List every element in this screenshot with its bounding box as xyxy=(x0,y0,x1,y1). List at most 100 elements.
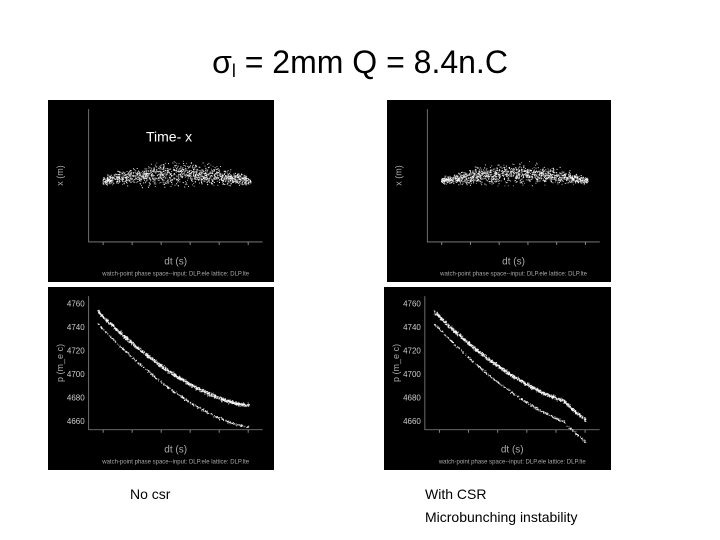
dot xyxy=(568,172,570,174)
dot xyxy=(164,183,166,185)
dot xyxy=(128,176,130,178)
dot xyxy=(496,176,497,178)
dot xyxy=(204,392,206,394)
dot xyxy=(162,176,164,178)
dot xyxy=(150,358,152,360)
dot xyxy=(180,175,182,177)
dot xyxy=(161,365,163,367)
dot xyxy=(510,169,511,171)
dot xyxy=(465,179,467,181)
dot xyxy=(136,171,138,173)
dot xyxy=(131,173,133,175)
dot xyxy=(102,179,104,180)
dot xyxy=(505,174,507,176)
dot xyxy=(535,175,537,177)
dot xyxy=(501,170,503,172)
dot xyxy=(449,339,451,341)
dot xyxy=(494,171,496,173)
dot xyxy=(173,392,175,394)
dot xyxy=(154,359,155,360)
dot xyxy=(554,176,555,178)
dot xyxy=(527,179,529,181)
dot xyxy=(575,182,577,184)
dot xyxy=(520,172,522,174)
dot xyxy=(221,401,223,403)
dot xyxy=(224,400,226,402)
dot xyxy=(206,391,208,393)
dot xyxy=(118,171,120,173)
dot xyxy=(583,417,585,419)
dot xyxy=(139,363,141,365)
dot xyxy=(555,419,557,421)
dot xyxy=(106,319,108,320)
dot xyxy=(179,181,181,183)
dot xyxy=(557,181,559,183)
dot xyxy=(175,374,176,375)
dot xyxy=(450,181,452,183)
dot xyxy=(242,177,243,179)
dot xyxy=(239,178,241,180)
dot xyxy=(180,170,182,172)
dot xyxy=(442,317,444,319)
dot xyxy=(557,398,559,400)
dot xyxy=(129,340,131,342)
dot xyxy=(189,175,191,177)
dot xyxy=(545,169,547,171)
dot xyxy=(583,184,585,185)
dot xyxy=(156,175,158,177)
dot xyxy=(529,180,531,182)
dot xyxy=(138,173,140,175)
dot xyxy=(180,168,182,170)
dot xyxy=(159,363,161,365)
dot xyxy=(145,181,146,183)
dot xyxy=(492,169,494,171)
dot xyxy=(506,167,508,169)
dot xyxy=(181,378,183,380)
dot xyxy=(153,361,155,363)
dot xyxy=(146,355,148,357)
dot xyxy=(465,173,467,175)
dot xyxy=(131,343,133,345)
dot xyxy=(515,176,516,178)
dot xyxy=(148,371,150,373)
dot xyxy=(129,341,131,343)
dot xyxy=(510,175,512,177)
dot xyxy=(570,181,572,183)
dot xyxy=(155,167,157,169)
dot xyxy=(184,399,186,401)
y-tick-label: 4680 xyxy=(67,393,85,402)
dot xyxy=(180,395,182,396)
dot xyxy=(548,169,550,171)
dot xyxy=(229,179,231,181)
dot xyxy=(577,179,579,181)
dot xyxy=(446,183,447,185)
dot xyxy=(491,178,493,180)
dot xyxy=(496,181,497,183)
dot xyxy=(238,173,240,175)
dot xyxy=(478,366,480,367)
dot xyxy=(566,182,568,184)
dot xyxy=(521,167,522,169)
dot xyxy=(473,175,475,177)
dot xyxy=(498,172,500,174)
dot xyxy=(138,177,140,179)
dot xyxy=(178,180,179,182)
dot xyxy=(100,314,102,316)
dot xyxy=(578,435,579,436)
dot xyxy=(202,390,204,392)
dot xyxy=(191,166,193,168)
dot xyxy=(214,169,215,171)
dot xyxy=(111,323,113,325)
dot xyxy=(516,176,518,178)
dot xyxy=(115,174,117,175)
dot xyxy=(550,174,552,176)
dot xyxy=(130,182,132,183)
dot xyxy=(246,427,247,429)
dot xyxy=(190,173,192,175)
dot xyxy=(459,179,461,181)
dot xyxy=(111,325,113,327)
dot xyxy=(222,176,224,178)
dot xyxy=(116,174,118,176)
dot xyxy=(209,178,211,180)
dot xyxy=(455,179,457,181)
